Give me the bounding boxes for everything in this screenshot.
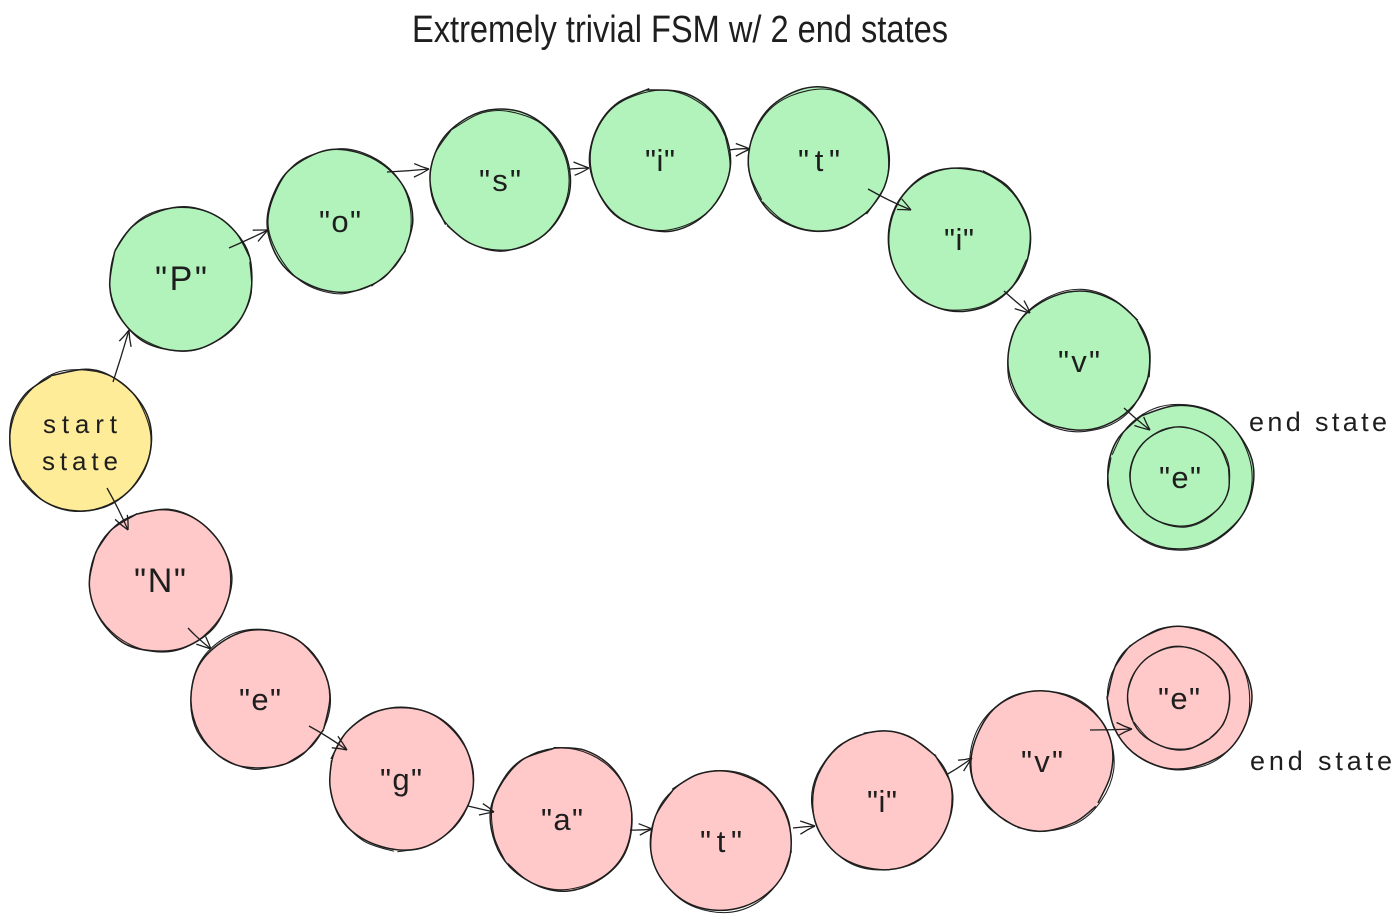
svg-text:"N": "N" — [134, 562, 186, 600]
svg-text:"v": "v" — [1021, 744, 1063, 779]
svg-text:"a": "a" — [541, 802, 583, 837]
svg-text:"e": "e" — [239, 682, 281, 717]
svg-text:Extremely trivial FSM w/ 2 end: Extremely trivial FSM w/ 2 end states — [412, 9, 948, 51]
svg-text:"i": "i" — [645, 143, 675, 178]
svg-text:"e": "e" — [1159, 460, 1201, 495]
svg-text:"e": "e" — [1158, 681, 1200, 716]
svg-text:"t": "t" — [798, 143, 840, 178]
svg-text:"v": "v" — [1058, 344, 1100, 379]
svg-text:"t": "t" — [700, 824, 742, 859]
svg-text:"s": "s" — [479, 163, 521, 198]
svg-text:end state: end state — [1249, 407, 1387, 437]
svg-text:state: state — [42, 446, 118, 476]
svg-text:"i": "i" — [944, 222, 974, 257]
svg-text:"g": "g" — [380, 762, 422, 797]
svg-text:"o": "o" — [319, 204, 361, 239]
svg-text:"P": "P" — [155, 260, 207, 298]
svg-text:end state: end state — [1250, 746, 1392, 776]
svg-text:"i": "i" — [867, 784, 897, 819]
